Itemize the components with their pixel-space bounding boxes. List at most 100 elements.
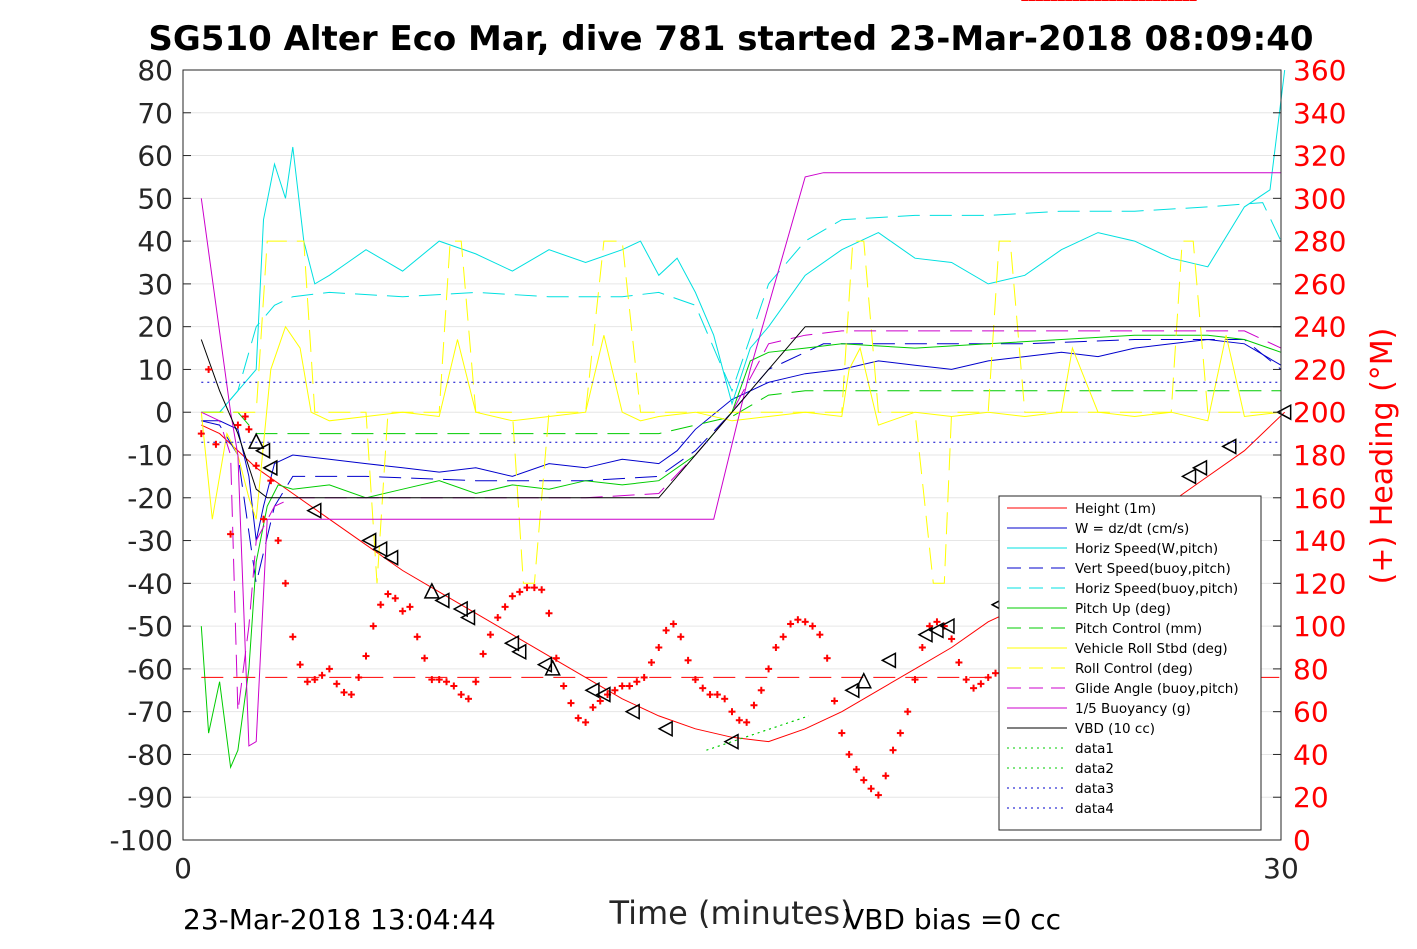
heading-point [874,791,882,799]
heading-point [333,680,341,688]
series-line [200,172,1281,747]
marker-triangle [452,600,468,618]
y-tick-label-left: -60 [127,653,173,686]
heading-point [911,676,919,684]
heading-point [589,703,597,711]
heading-point [369,622,377,630]
y-tick-label-left: -10 [127,439,173,472]
legend-label: data2 [1075,761,1114,777]
chart-title: SG510 Alter Eco Mar, dive 781 started 23… [148,19,1313,59]
heading-point [281,579,289,587]
legend-label: W = dz/dt (cm/s) [1075,521,1189,537]
heading-point [816,631,824,639]
heading-point [428,676,436,684]
heading-point [355,673,363,681]
y-tick-label-right: 240 [1293,311,1346,344]
heading-point [992,669,1000,677]
heading-point [750,701,758,709]
marker-triangle [306,502,322,519]
x-tick-label: 30 [1263,852,1299,885]
footer-timestamp: 23-Mar-2018 13:04:44 [183,903,496,936]
y-tick-label-right: 120 [1293,567,1346,600]
heading-point [882,772,890,780]
y-tick-label-right: 40 [1293,738,1329,771]
heading-point [421,654,429,662]
heading-point [560,682,568,690]
marker-triangle [1276,403,1292,421]
heading-point [457,691,465,699]
heading-point [611,686,619,694]
heading-point [205,365,213,373]
y-tick-label-right: 220 [1293,353,1346,386]
heading-point [735,716,743,724]
y-tick-label-right: 80 [1293,653,1329,686]
y-tick-label-left: 20 [137,311,173,344]
heading-point [684,656,692,664]
legend-label: Glide Angle (buoy,pitch) [1075,681,1239,697]
heading-point [970,684,978,692]
y-tick-label-right: 280 [1293,225,1346,258]
marker-triangle [844,682,860,699]
heading-point [721,695,729,703]
heading-point [347,691,355,699]
heading-point [918,644,926,651]
y-tick-label-left: -90 [127,781,173,814]
heading-point [626,682,634,690]
heading-point [552,654,560,662]
marker-triangle [723,733,739,750]
x-tick-label: 0 [174,852,192,885]
y-tick-label-right: 0 [1293,824,1311,857]
heading-point [516,588,524,596]
heading-point [582,718,590,726]
series-line [201,202,1282,413]
y-tick-label-right: 300 [1293,182,1346,215]
heading-point [647,658,655,666]
heading-point [904,708,912,716]
y-tick-label-left: -80 [127,738,173,771]
heading-point [794,616,802,624]
y-tick-label-right: 160 [1293,482,1346,515]
heading-point [245,425,253,433]
heading-point [406,603,414,611]
heading-point [486,631,494,639]
heading-point [845,750,853,758]
y-tick-label-right: 360 [1293,54,1346,87]
right-axis-label: (+) Heading (°M) [1365,328,1400,585]
heading-point [303,678,311,686]
marker-triangle [503,634,520,652]
heading-point [362,652,370,660]
heading-point [830,697,838,705]
heading-point [296,661,304,669]
y-tick-label-right: 180 [1293,439,1346,472]
legend-label: data3 [1075,781,1114,797]
heading-point [852,765,860,773]
heading-point [574,714,582,722]
heading-point [325,665,333,673]
legend-label: 1/5 Buoyancy (g) [1075,701,1191,717]
heading-point [252,462,260,470]
x-axis-label: Time (minutes) [609,894,853,932]
y-tick-label-left: -70 [127,696,173,729]
legend-label: Roll Control (deg) [1075,661,1193,677]
heading-point [384,590,392,598]
y-tick-label-right: 200 [1293,396,1346,429]
heading-point [669,620,677,628]
heading-point [241,413,249,420]
marker-triangle [1180,468,1197,485]
heading-point [699,684,707,692]
heading-point [227,530,235,538]
heading-point [713,691,721,699]
heading-point [567,699,575,707]
heading-point [399,607,407,615]
legend-label: data4 [1075,801,1114,817]
heading-point [212,440,220,448]
y-tick-label-right: 140 [1293,525,1346,558]
heading-point [962,676,970,684]
legend-box [998,495,1262,831]
heading-point [933,618,941,626]
legend-label: Pitch Up (deg) [1075,601,1171,617]
series-line [201,240,1281,584]
y-tick-label-left: 60 [137,140,173,173]
series-line [200,334,1282,770]
y-tick-label-right: 100 [1293,610,1346,643]
